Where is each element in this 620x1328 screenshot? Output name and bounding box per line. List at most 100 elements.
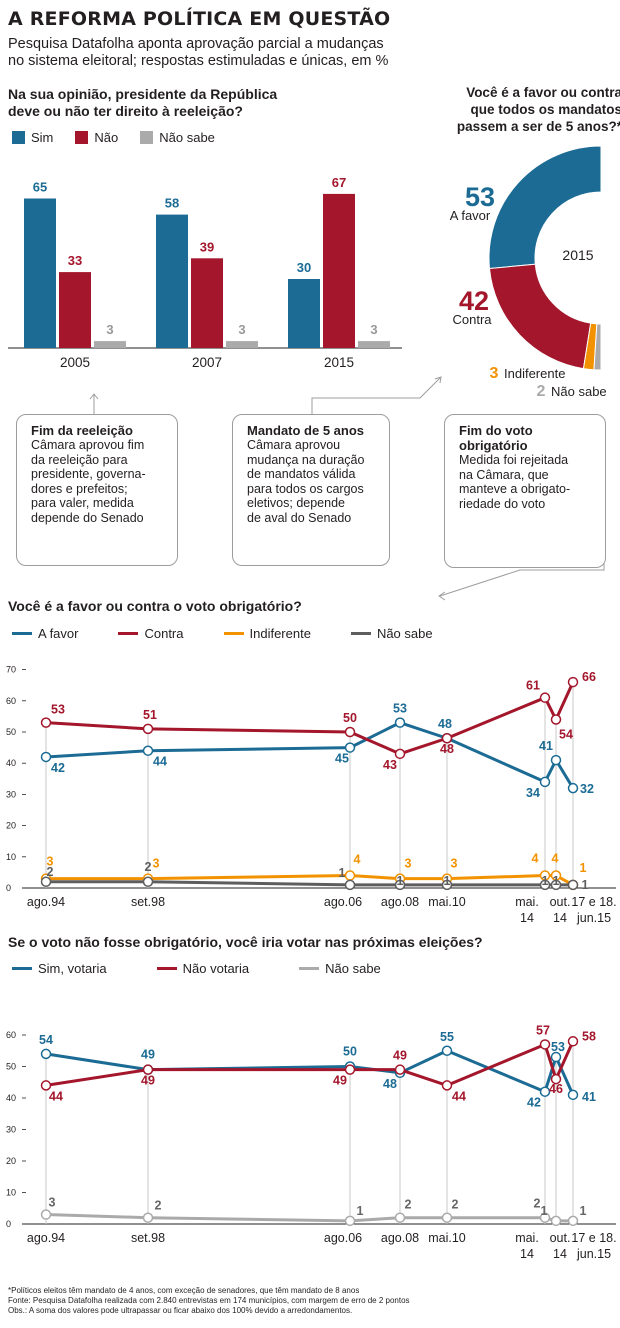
donut-contra-label: Contra	[452, 312, 492, 327]
point-2-4	[441, 1212, 453, 1223]
data-label-0-5: 42	[527, 1096, 541, 1110]
xtick-0-0: ago.94	[27, 1231, 65, 1245]
point-0-0	[40, 751, 52, 763]
xtick-5-0: mai.	[515, 1231, 539, 1245]
ytick-30: 30	[6, 789, 16, 799]
legend-swatch-contra	[118, 632, 139, 635]
data-label-0-2: 50	[343, 1045, 357, 1059]
data-label-1-0: 53	[51, 703, 65, 717]
series-line-1	[45, 681, 575, 756]
ytick-10: 10	[6, 1188, 16, 1198]
data-label-2-0: 3	[47, 855, 54, 869]
xtick-6-0: out.	[550, 1231, 571, 1245]
point-3-0	[40, 876, 52, 888]
point-1-6	[550, 1073, 562, 1085]
point-2-3	[394, 1212, 406, 1223]
bar-2005-0	[24, 198, 56, 348]
bar-label-2015-1: 67	[332, 175, 346, 190]
legend-label-indiferente: Indiferente	[249, 626, 311, 641]
data-label-3-6: 1	[553, 874, 560, 888]
data-label-0-4: 55	[440, 1030, 454, 1044]
data-label-1-6: 54	[559, 728, 573, 742]
point-1-2	[344, 1064, 356, 1075]
ytick-50: 50	[6, 727, 16, 737]
data-label-3-2: 1	[339, 866, 346, 880]
data-label-2-5: 2	[534, 1197, 541, 1211]
data-label-2-4: 3	[451, 857, 458, 871]
donut-slice-0	[488, 145, 602, 270]
data-label-2-1: 2	[155, 1199, 162, 1213]
point-0-7	[567, 782, 579, 794]
point-1-7	[567, 676, 579, 688]
bar-label-2015-2: 3	[370, 322, 377, 337]
xtick-1-0: set.98	[131, 895, 165, 909]
footnote: *Políticos eleitos têm mandato de 4 anos…	[8, 1286, 410, 1315]
xtick-5-1: 14	[520, 1247, 534, 1261]
xtick-7-1: jun.15	[576, 1247, 611, 1261]
bar-category-2015: 2015	[324, 355, 354, 370]
ytick-10: 10	[6, 852, 16, 862]
bar-2007-0	[156, 214, 188, 348]
point-1-4	[441, 732, 453, 744]
donut-center-label: 2015	[562, 247, 593, 263]
bar-category-2007: 2007	[192, 355, 222, 370]
point-2-1	[142, 1212, 154, 1223]
data-label-1-6: 46	[549, 1082, 563, 1096]
bar-chart-question: Na sua opinião, presidente da República …	[8, 86, 278, 119]
data-label-1-7: 66	[582, 670, 596, 684]
data-label-0-3: 53	[393, 702, 407, 716]
point-3-1	[142, 876, 154, 888]
donut-slice-1	[488, 263, 592, 370]
point-0-4	[441, 1045, 453, 1056]
point-3-6	[550, 879, 562, 891]
point-1-0	[40, 1080, 52, 1091]
legend-label-sim: Sim	[31, 130, 54, 145]
xtick-4-0: mai.10	[428, 895, 466, 909]
line-chart-2: 0 10 20 30 40 50 60 54 49 50 48 55 42 53 41 44 49 49 49 44 5…	[6, 1023, 617, 1261]
point-2-2	[344, 870, 356, 881]
page-title: A REFORMA POLÍTICA EM QUESTÃO	[8, 8, 391, 30]
data-label-1-5: 61	[526, 679, 540, 693]
bar-label-2007-0: 58	[165, 196, 179, 211]
ytick-50: 50	[6, 1062, 16, 1072]
data-label-2-4: 2	[452, 1198, 459, 1212]
data-label-1-0: 44	[49, 1089, 63, 1103]
donut-indif-value: 3	[490, 365, 499, 382]
xtick-2-0: ago.06	[324, 895, 362, 909]
data-label-1-3: 49	[393, 1049, 407, 1063]
ytick-20: 20	[6, 821, 16, 831]
data-label-2-7: 1	[580, 861, 587, 875]
legend-label-naosabe: Não sabe	[159, 130, 215, 145]
callout-fim-voto-obrigatorio: Fim do voto obrigatório Medida foi rejei…	[444, 414, 606, 568]
bar-label-2007-1: 39	[200, 239, 214, 254]
bar-2015-0	[288, 279, 320, 348]
legend-swatch-nao	[75, 131, 89, 144]
xtick-6-1: 14	[553, 911, 567, 925]
point-1-3	[394, 748, 406, 760]
point-0-6	[550, 754, 562, 766]
donut-chart-question: Você é a favor ou contra que todos os ma…	[456, 85, 620, 134]
point-1-1	[142, 1064, 154, 1075]
point-1-5	[539, 692, 551, 703]
bar-label-2015-0: 30	[297, 260, 311, 275]
arrow-reeleicao	[89, 393, 99, 400]
point-1-7	[567, 1036, 579, 1047]
bar-2007-1	[191, 258, 223, 348]
data-label-2-7: 1	[580, 1204, 587, 1218]
data-label-2-6: 1	[541, 1204, 548, 1218]
point-1-3	[394, 1064, 406, 1075]
xtick-5-0: mai.	[515, 895, 539, 909]
series-line-3	[46, 880, 573, 887]
point-2-6	[550, 1215, 562, 1227]
ytick-60: 60	[6, 1030, 16, 1040]
callout-mandato-5-anos: Mandato de 5 anos Câmara aprovou mudança…	[232, 414, 390, 566]
line-chart-1-legend: A favor Contra Indiferente Não sabe	[12, 626, 433, 641]
xtick-2-0: ago.06	[324, 1231, 362, 1245]
legend-swatch-indiferente	[223, 632, 244, 635]
data-label-2-5: 4	[532, 852, 539, 866]
data-label-3-7: 1	[582, 878, 589, 892]
xtick-3-0: ago.08	[381, 1231, 419, 1245]
data-label-1-4: 44	[452, 1089, 466, 1103]
data-label-0-7: 41	[582, 1090, 596, 1104]
point-2-5	[539, 1212, 551, 1223]
